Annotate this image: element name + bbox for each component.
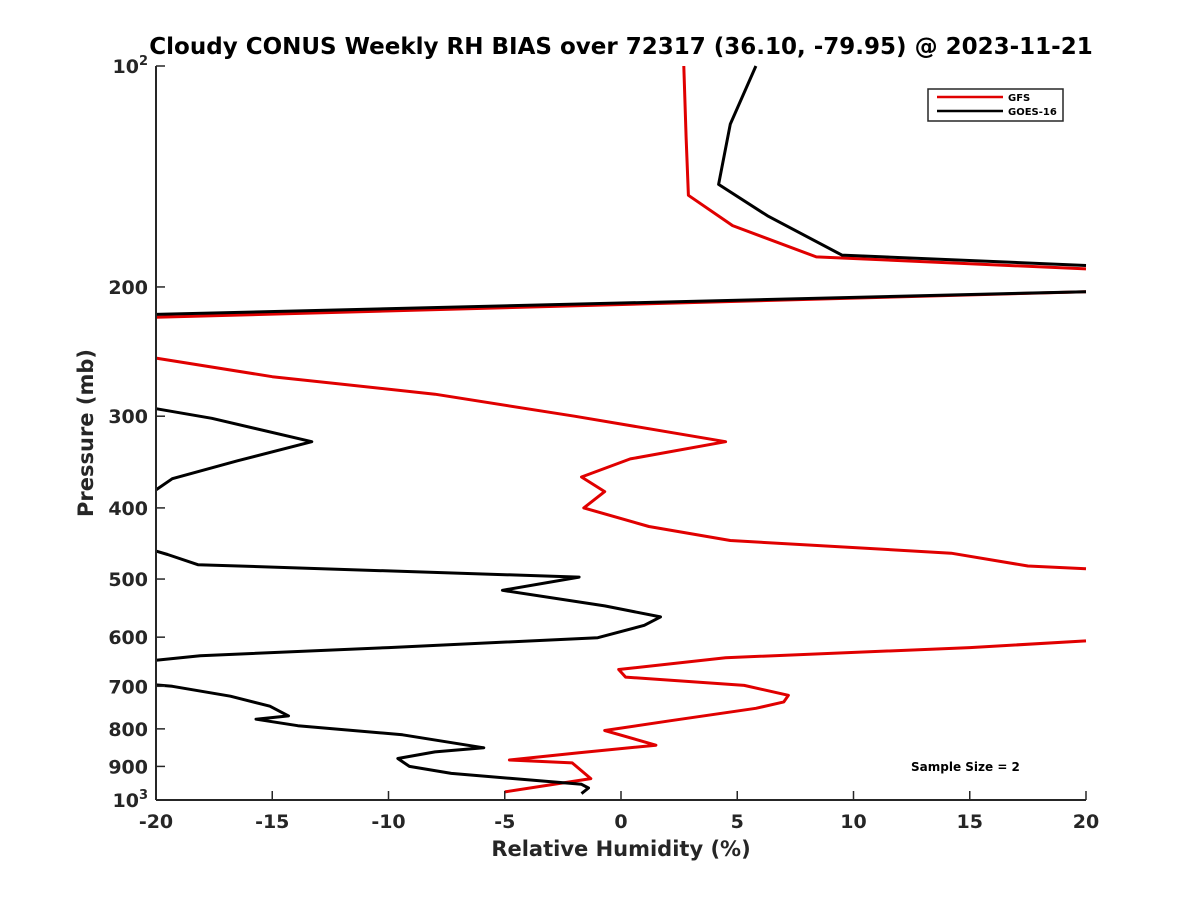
- series-line-segment: [682, 65, 1087, 271]
- x-tick-label: 5: [731, 811, 744, 833]
- legend-label-goes16: GOES-16: [1008, 107, 1057, 118]
- y-tick-label: 103: [113, 788, 149, 812]
- chart-title: Cloudy CONUS Weekly RH BIAS over 72317 (…: [149, 34, 1092, 60]
- legend: GFS GOES-16: [927, 88, 1064, 122]
- series-gfs: [155, 65, 1087, 794]
- axes-frame: [155, 66, 1086, 801]
- x-tick-label: -15: [255, 811, 289, 833]
- x-tick-label: 20: [1073, 811, 1099, 833]
- y-tick-label: 900: [108, 756, 148, 778]
- x-tick-label: 10: [840, 811, 866, 833]
- y-tick-label: 400: [108, 498, 148, 520]
- series-layer: [155, 65, 1087, 795]
- series-goes-16: [155, 65, 1087, 795]
- y-tick-label: 102: [113, 54, 149, 78]
- y-axis-ticks: 102 200 300 400 500 600 700 800 900 103: [108, 54, 165, 812]
- series-line-segment: [717, 65, 1087, 267]
- x-axis-ticks: -20 -15 -10 -5 0 5 10 15 20: [139, 791, 1099, 833]
- series-line-segment: [155, 290, 1087, 316]
- series-line-segment: [155, 407, 314, 492]
- y-tick-label: 800: [108, 719, 148, 741]
- x-axis-label: Relative Humidity (%): [491, 837, 750, 861]
- legend-box: [927, 88, 1064, 122]
- x-tick-label: -5: [494, 811, 515, 833]
- legend-label-gfs: GFS: [1008, 93, 1030, 104]
- y-tick-label: 300: [108, 406, 148, 428]
- y-tick-label: 600: [108, 627, 148, 649]
- x-tick-label: 15: [957, 811, 983, 833]
- series-line-segment: [155, 356, 1087, 571]
- y-tick-label: 500: [108, 569, 148, 591]
- x-tick-label: 0: [614, 811, 627, 833]
- x-tick-label: -20: [139, 811, 173, 833]
- x-tick-label: -10: [371, 811, 405, 833]
- y-axis-label: Pressure (mb): [74, 349, 98, 517]
- sample-size-annotation: Sample Size = 2: [911, 760, 1020, 774]
- y-tick-label: 200: [108, 277, 148, 299]
- series-line-segment: [155, 549, 662, 662]
- y-tick-label: 700: [108, 676, 148, 698]
- series-line-segment: [155, 683, 590, 795]
- series-line-segment: [504, 639, 1087, 794]
